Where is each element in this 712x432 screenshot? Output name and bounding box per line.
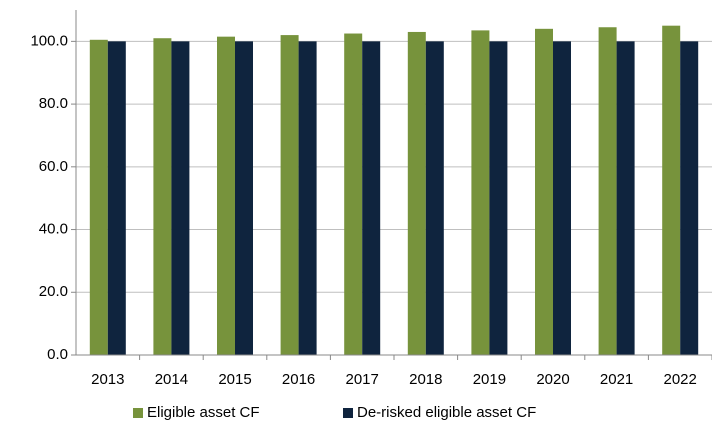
x-tick-label: 2014 (155, 371, 188, 388)
bar (425, 41, 444, 355)
bar (89, 39, 108, 355)
bar (344, 33, 363, 355)
x-tick-label: 2020 (536, 371, 569, 388)
legend-label: De-risked eligible asset CF (357, 404, 536, 421)
bar (407, 31, 426, 355)
bar (662, 25, 681, 355)
y-tick-label: 40.0 (39, 221, 68, 238)
legend-swatch (343, 408, 353, 418)
bar (535, 28, 553, 356)
y-tick-label: 0.0 (47, 346, 68, 363)
bar (298, 41, 317, 355)
bar (235, 41, 253, 355)
bar (171, 41, 190, 355)
legend-label: Eligible asset CF (147, 404, 260, 421)
bar (680, 41, 699, 355)
x-tick-label: 2021 (600, 371, 633, 388)
bar (616, 41, 635, 355)
bar (107, 41, 126, 355)
x-tick-label: 2017 (346, 371, 379, 388)
y-tick-label: 100.0 (30, 32, 68, 49)
x-tick-label: 2018 (409, 371, 442, 388)
x-tick-label: 2013 (91, 371, 124, 388)
bar (598, 27, 617, 355)
legend-swatch (133, 408, 143, 418)
bar (471, 30, 490, 356)
x-tick-label: 2016 (282, 371, 315, 388)
bar (217, 36, 235, 356)
bar (280, 35, 299, 355)
bar (489, 41, 508, 355)
y-tick-label: 20.0 (39, 283, 68, 300)
x-tick-label: 2019 (473, 371, 506, 388)
bar (153, 38, 172, 356)
y-tick-label: 60.0 (39, 158, 68, 175)
x-tick-label: 2015 (218, 371, 251, 388)
x-tick-label: 2022 (664, 371, 697, 388)
bar (362, 41, 381, 355)
bar (553, 41, 571, 355)
y-tick-label: 80.0 (39, 95, 68, 112)
